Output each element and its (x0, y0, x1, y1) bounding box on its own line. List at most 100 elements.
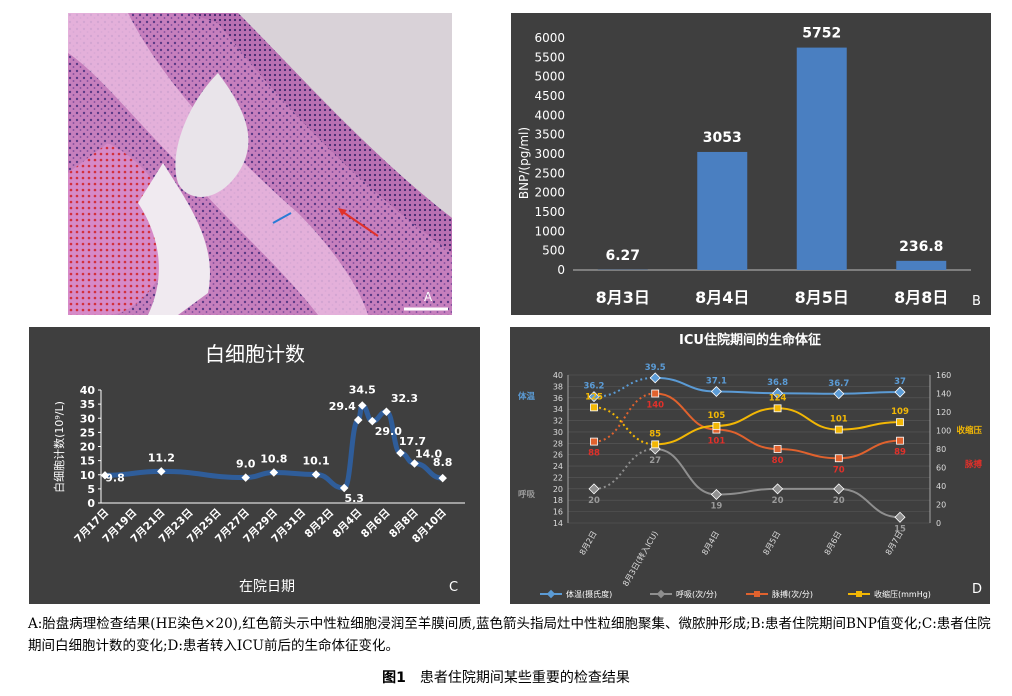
vitals-point-label: 39.5 (645, 363, 666, 373)
wbc-chart-panel: 白细胞计数 白细胞计数(10⁹/L) 0 5 10 15 20 25 30 35 40 7月17… (29, 327, 480, 604)
vitals-right-tick-label: 60 (936, 464, 946, 473)
vitals-right-tick-label: 140 (936, 390, 951, 399)
vitals-point-label: 36.2 (584, 382, 605, 392)
wbc-data-point (382, 407, 391, 416)
bnp-x-tick-label: 8月4日 (695, 288, 749, 307)
vitals-point-label: 85 (649, 429, 661, 439)
bnp-y-tick-label: 3500 (534, 128, 565, 142)
wbc-data-point (438, 473, 447, 483)
vitals-right-tick-label: 20 (936, 501, 946, 510)
vitals-chart-panel: ICU住院期间的生命体征 14 16 18 20 22 24 26 28 30 32 34 36 38 4… (510, 327, 990, 604)
histology-drawing: A (68, 13, 452, 315)
vitals-legend-label: 体温(摄氏度) (566, 589, 612, 599)
vitals-point-label: 70 (833, 465, 845, 475)
vitals-data-point (834, 454, 843, 463)
wbc-point-label: 14.0 (415, 447, 442, 460)
vitals-point-label: 80 (772, 456, 784, 466)
vitals-left-tick-label: 34 (553, 405, 563, 414)
wbc-point-label: 8.8 (433, 456, 453, 469)
wbc-point-label: 17.7 (399, 435, 426, 448)
figure-caption: A:胎盘病理检查结果(HE染色×20),红色箭头示中性粒细胞浸润至羊膜间质,蓝色… (28, 616, 991, 654)
wbc-y-axis-label: 白细胞计数(10⁹/L) (52, 401, 66, 493)
bnp-y-tick-label: 5500 (534, 50, 565, 64)
vitals-left-tick-label: 18 (553, 496, 563, 505)
vitals-data-point (651, 440, 660, 449)
vitals-x-tick-label: 8月6日 (823, 530, 844, 557)
vitals-data-point (588, 483, 600, 495)
vitals-point-label: 124 (769, 393, 787, 403)
figure-number: 图1 (382, 670, 406, 686)
vitals-point-label: 125 (585, 392, 603, 402)
vitals-point-label: 101 (708, 437, 726, 447)
vitals-point-label: 89 (894, 448, 906, 458)
vitals-x-tick-label: 8月2日 (578, 530, 599, 557)
bnp-x-tick-label: 8月5日 (795, 288, 849, 307)
vitals-point-label: 27 (649, 456, 661, 466)
panel-letter-c: C (449, 580, 458, 595)
wbc-data-point (354, 415, 363, 425)
wbc-point-label: 10.1 (302, 454, 329, 467)
wbc-y-tick-label: 5 (87, 483, 95, 496)
vitals-right-tick-label: 0 (936, 519, 941, 528)
bnp-x-tick-label: 8月3日 (596, 288, 650, 307)
vitals-point-label: 20 (772, 496, 784, 506)
wbc-chart-title: 白细胞计数 (205, 342, 305, 366)
wbc-data-point (157, 467, 166, 476)
figure-title-line: 图1 患者住院期间某些重要的检查结果 (0, 667, 1012, 687)
wbc-data-point (100, 471, 110, 480)
vitals-point-label: 36.7 (828, 379, 849, 389)
wbc-x-tick-label: 8月6日 (359, 507, 393, 541)
vitals-left-tick-label: 26 (553, 451, 563, 460)
bnp-bar (796, 47, 847, 271)
wbc-x-tick-label: 8月2日 (303, 507, 337, 541)
vitals-data-point (772, 387, 784, 399)
vitals-legend-label: 收缩压(mmHg) (874, 589, 931, 599)
vitals-left-tick-label: 24 (553, 462, 563, 471)
bnp-y-tick-label: 6000 (534, 31, 565, 45)
wbc-y-tick-label: 25 (80, 426, 95, 439)
bnp-x-tick-label: 8月8日 (894, 288, 948, 307)
vitals-data-point (710, 489, 722, 501)
wbc-y-tick-label: 20 (80, 441, 96, 454)
vitals-data-point (649, 372, 661, 384)
bnp-bar (896, 260, 947, 270)
vitals-chart-title: ICU住院期间的生命体征 (679, 332, 821, 348)
wbc-data-point (339, 483, 349, 493)
vitals-data-point (588, 391, 600, 403)
vitals-point-label: 15 (894, 524, 906, 534)
vitals-legend-label: 呼吸(次/分) (676, 589, 717, 599)
wbc-point-label: 5.3 (344, 492, 364, 505)
vitals-line-chart: ICU住院期间的生命体征 14 16 18 20 22 24 26 28 30 32 34 36 38 4… (518, 332, 982, 599)
vitals-data-point (590, 437, 598, 446)
vitals-x-tick-label: 8月4日 (700, 530, 721, 557)
bnp-y-tick-label: 5000 (534, 70, 565, 84)
vitals-side-label: 体温 (518, 391, 536, 402)
vitals-point-label: 37 (894, 377, 906, 387)
vitals-left-tick-label: 22 (553, 473, 563, 482)
vitals-left-tick-label: 38 (553, 382, 563, 391)
vitals-side-label: 收缩压 (956, 425, 982, 436)
vitals-side-label: 呼吸 (518, 489, 536, 500)
vitals-series-line-dotted (593, 406, 656, 446)
vitals-legend-label: 脉搏(次/分) (772, 589, 813, 599)
bnp-y-tick-label: 4000 (534, 108, 565, 122)
bnp-y-tick-label: 3000 (534, 147, 565, 161)
vitals-data-point (896, 418, 904, 427)
bnp-value-label: 236.8 (899, 239, 943, 255)
wbc-point-label: 34.5 (349, 384, 376, 397)
vitals-point-label: 88 (588, 449, 600, 459)
vitals-data-point (894, 511, 906, 523)
wbc-point-label: 9.0 (236, 458, 256, 471)
vitals-data-point (896, 436, 904, 445)
vitals-point-label: 20 (833, 496, 845, 506)
vitals-data-point (710, 385, 722, 398)
vitals-data-point (590, 403, 598, 412)
vitals-data-point (712, 421, 721, 430)
histology-image: A (68, 13, 452, 315)
vitals-series-line (655, 407, 901, 446)
vitals-data-point (772, 483, 784, 495)
vitals-right-tick-label: 120 (936, 408, 951, 417)
bnp-value-label: 5752 (802, 26, 841, 42)
vitals-right-tick-label: 100 (936, 427, 951, 436)
